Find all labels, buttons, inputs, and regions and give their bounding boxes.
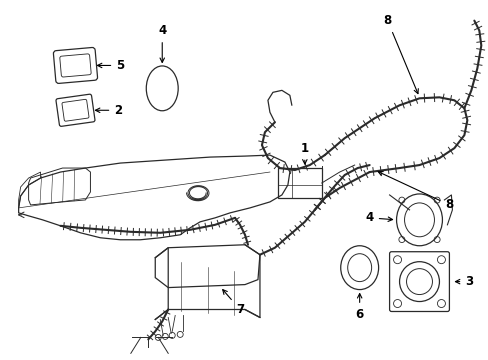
Text: 6: 6 bbox=[355, 294, 363, 321]
Text: 4: 4 bbox=[365, 211, 392, 224]
Text: 2: 2 bbox=[95, 104, 122, 117]
Text: 4: 4 bbox=[158, 24, 166, 62]
Text: 5: 5 bbox=[97, 59, 124, 72]
Text: 3: 3 bbox=[454, 275, 472, 288]
Text: 1: 1 bbox=[300, 141, 308, 164]
Text: 8: 8 bbox=[378, 172, 452, 211]
Text: 8: 8 bbox=[383, 14, 417, 94]
Text: 7: 7 bbox=[222, 290, 244, 316]
